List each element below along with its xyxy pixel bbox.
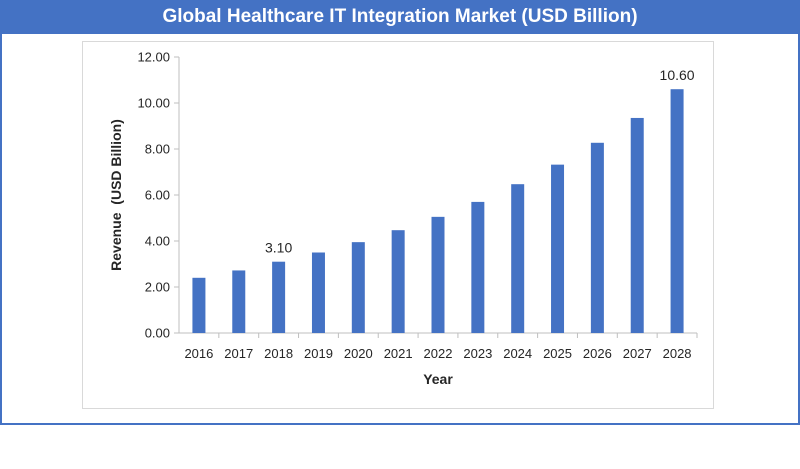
bar-2028: [670, 89, 684, 333]
bar-2017: [232, 270, 246, 333]
y-tick-label: 6.00: [145, 188, 170, 203]
bar-2023: [471, 201, 485, 333]
y-tick-label: 4.00: [145, 234, 170, 249]
y-tick-label: 10.00: [137, 96, 170, 111]
y-tick-label: 2.00: [145, 280, 170, 295]
bar-2024: [511, 184, 525, 333]
data-label: 3.10: [265, 240, 292, 256]
bar-2025: [551, 164, 565, 333]
bar-2019: [311, 252, 325, 333]
y-tick-label: 0.00: [145, 326, 170, 341]
bar-2027: [630, 117, 644, 333]
x-tick-label: 2017: [224, 346, 253, 361]
bar-2021: [391, 230, 405, 333]
x-tick-label: 2027: [623, 346, 652, 361]
x-tick-label: 2019: [304, 346, 333, 361]
data-label: 10.60: [660, 67, 695, 83]
x-tick-label: 2026: [583, 346, 612, 361]
y-tick-label: 8.00: [145, 142, 170, 157]
x-tick-label: 2021: [384, 346, 413, 361]
chart-title: Global Healthcare IT Integration Market …: [0, 0, 800, 34]
x-tick-label: 2025: [543, 346, 572, 361]
x-tick-label: 2020: [344, 346, 373, 361]
plot-area: [82, 41, 714, 409]
bar-2018: [272, 261, 286, 333]
x-tick-label: 2024: [503, 346, 532, 361]
bar-2022: [431, 216, 445, 333]
x-tick-label: 2022: [424, 346, 453, 361]
x-axis-title: Year: [423, 371, 453, 387]
bar-2016: [192, 277, 206, 333]
y-axis-title: Revenue (USD Billion): [108, 119, 124, 271]
x-tick-label: 2016: [184, 346, 213, 361]
y-tick-label: 12.00: [137, 50, 170, 65]
x-tick-label: 2023: [463, 346, 492, 361]
x-tick-label: 2018: [264, 346, 293, 361]
bar-2020: [351, 242, 365, 333]
bar-2026: [590, 142, 604, 333]
x-tick-label: 2028: [663, 346, 692, 361]
